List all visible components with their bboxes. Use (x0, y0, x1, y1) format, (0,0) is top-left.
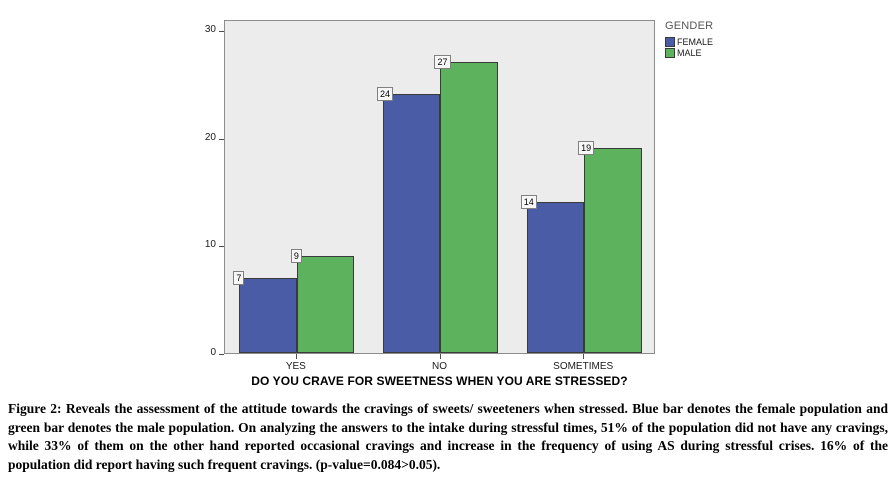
y-tick-mark (219, 30, 224, 32)
bar-male-sometimes[interactable]: 19 (578, 141, 642, 353)
legend: GENDER FEMALE MALE (665, 20, 795, 59)
bar-value-label: 19 (578, 141, 595, 156)
x-tick-mark (583, 354, 585, 359)
bars-layer: 7 9 24 27 14 19 (225, 21, 654, 353)
y-tick-label: 20 (204, 131, 216, 143)
y-tick-label: 0 (210, 347, 216, 358)
bar-value-label: 14 (520, 195, 537, 210)
y-axis-title: NUMBER OF PARTICIPANTS (173, 0, 191, 56)
y-tick-label: 30 (204, 23, 216, 35)
x-tick-label-yes: YES (285, 361, 306, 372)
legend-item-female[interactable]: FEMALE (665, 37, 795, 47)
legend-swatch-icon (665, 37, 675, 47)
y-tick-label: 10 (204, 239, 216, 251)
bar-value-label: 27 (434, 55, 451, 70)
x-tick-mark (439, 354, 441, 359)
bar-male-yes[interactable]: 9 (290, 249, 355, 353)
bar-value-label: 9 (290, 249, 302, 264)
bar-female-sometimes[interactable]: 14 (520, 195, 585, 353)
bar-value-label: 24 (377, 87, 394, 102)
x-tick-label-no: NO (432, 361, 447, 372)
bar-group: 24 27 (377, 21, 498, 353)
legend-item-male[interactable]: MALE (665, 48, 795, 58)
x-tick-label-sometimes: SOMETIMES (553, 361, 614, 372)
legend-title: GENDER (665, 20, 714, 32)
bar-group: 14 19 (520, 21, 642, 353)
bar-value-label: 7 (233, 270, 245, 285)
y-tick-mark (219, 354, 224, 355)
bar-female-no[interactable]: 24 (377, 87, 441, 353)
y-tick-mark (219, 138, 224, 140)
legend-entries: FEMALE MALE (665, 37, 795, 58)
legend-label: MALE (677, 48, 702, 58)
figure-caption: Figure 2: Reveals the assessment of the … (8, 401, 888, 472)
x-axis-title: DO YOU CRAVE FOR SWEETNESS WHEN YOU ARE … (251, 374, 628, 388)
bar-female-yes[interactable]: 7 (233, 270, 297, 353)
y-tick-mark (219, 246, 224, 248)
bar-male-no[interactable]: 27 (434, 55, 498, 353)
legend-swatch-icon (665, 48, 675, 58)
plot-area: 7 9 24 27 14 19 (224, 20, 655, 354)
x-tick-mark (295, 354, 297, 359)
legend-label: FEMALE (677, 37, 714, 47)
